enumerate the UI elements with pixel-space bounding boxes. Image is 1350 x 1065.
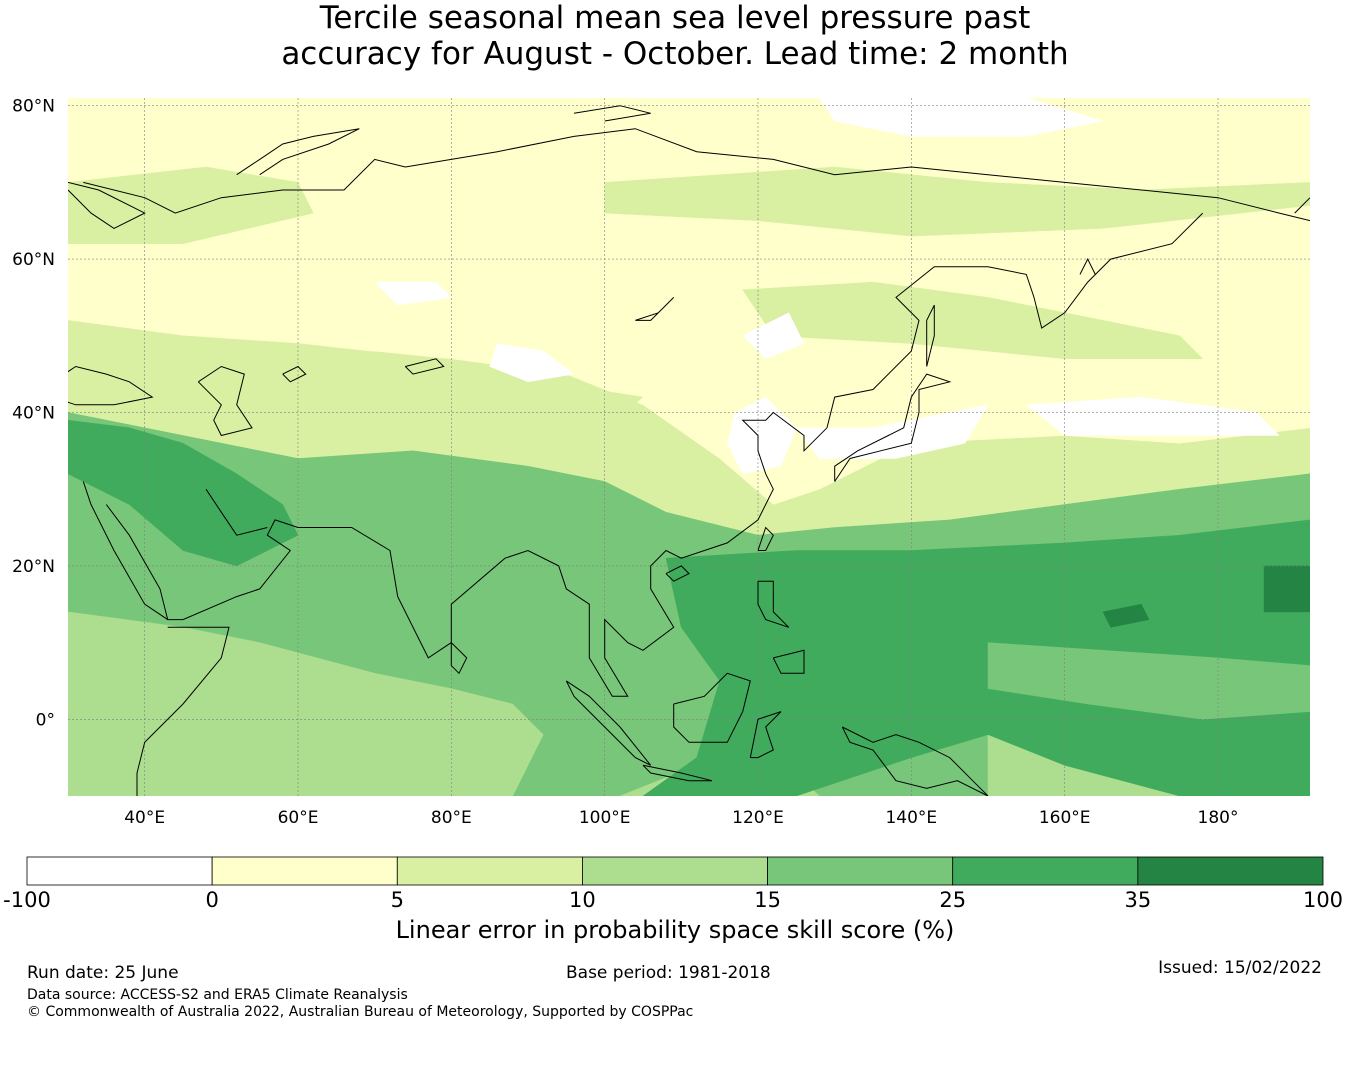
copyright: © Commonwealth of Australia 2022, Austra…	[27, 1004, 694, 1020]
coastline-3	[82, 212, 1204, 697]
coastline-20	[68, 365, 154, 406]
lat-tick-label: 20°N	[12, 557, 55, 577]
colorbar-tick-label: 0	[205, 888, 218, 912]
coastline-22	[404, 358, 445, 375]
lat-tick-label: 40°N	[12, 403, 55, 423]
colorbar-segment-3	[582, 856, 768, 886]
lon-tick-label: 80°E	[431, 808, 472, 828]
colorbar-segment-6	[1137, 856, 1324, 886]
coastline-2	[573, 105, 651, 122]
coastline-5	[205, 488, 268, 536]
coastline-12	[757, 580, 790, 628]
coastline-24	[1079, 257, 1096, 275]
lat-tick-label: 80°N	[12, 97, 55, 117]
coastline-11	[665, 565, 690, 582]
lon-tick-label: 140°E	[885, 808, 937, 828]
colorbar-tick-label: -100	[3, 888, 51, 912]
colorbar-segment-1	[211, 856, 398, 886]
skill-region-21	[987, 642, 1310, 720]
coastline-23	[635, 297, 675, 321]
lon-tick-label: 160°E	[1039, 808, 1091, 828]
skill-region-10	[489, 343, 575, 383]
coastline-14	[673, 672, 751, 743]
coastline-19	[197, 365, 253, 437]
lon-tick-label: 100°E	[579, 808, 631, 828]
colorbar-tick-label: 100	[1303, 888, 1343, 912]
colorbar-tick-label: 35	[1124, 888, 1151, 912]
data-source: Data source: ACCESS-S2 and ERA5 Climate …	[27, 987, 408, 1003]
run-date: Run date: 25 June	[27, 963, 179, 983]
coastline-10	[757, 526, 774, 551]
skill-region-8	[795, 404, 989, 459]
issued-date: Issued: 15/02/2022	[1158, 958, 1322, 978]
colorbar-segment-5	[952, 856, 1139, 886]
coastline-7	[450, 642, 468, 675]
skill-region-17	[642, 519, 1310, 796]
colorbar-segment-4	[767, 856, 954, 886]
coastline-26	[1294, 197, 1310, 214]
coastline-1	[236, 128, 360, 176]
colorbar-tick-label: 15	[754, 888, 781, 912]
coastline-13	[772, 649, 805, 674]
map-area	[68, 98, 1310, 796]
skill-region-19	[1263, 565, 1310, 613]
colorbar-tick-label: 25	[939, 888, 966, 912]
base-period: Base period: 1981-2018	[566, 963, 771, 983]
coastline-15	[565, 680, 652, 766]
lat-tick-label: 0°	[36, 710, 55, 730]
lon-tick-label: 180°	[1198, 808, 1239, 828]
colorbar-segment-0	[26, 856, 213, 886]
lon-tick-label: 40°E	[124, 808, 165, 828]
colorbar-segment-2	[396, 856, 583, 886]
colorbar-tick-label: 5	[391, 888, 404, 912]
lon-tick-label: 60°E	[278, 808, 319, 828]
skill-region-12	[374, 281, 452, 306]
skill-score-map: 80°N 60°N 40°N 20°N 0° 40°E 60°E 80°E 100°E 120°E…	[3, 97, 1343, 912]
chart-title-line2: accuracy for August - October. Lead time…	[281, 36, 1069, 72]
skill-region-2	[604, 166, 1310, 237]
coastline-17	[749, 711, 782, 759]
coastline-16	[642, 764, 713, 782]
skill-region-6	[818, 98, 1104, 137]
coastline-25	[68, 181, 146, 229]
lon-tick-label: 120°E	[732, 808, 784, 828]
skill-region-3	[68, 166, 314, 244]
chart-title-line1: Tercile seasonal mean sea level pressure…	[319, 0, 1031, 36]
coastline-0	[83, 128, 1310, 222]
skill-region-14	[68, 611, 544, 796]
coastline-6	[136, 626, 230, 796]
coastline-4	[105, 504, 169, 620]
skill-region-5	[68, 320, 644, 429]
skill-region-4	[742, 281, 1204, 360]
colorbar-tick-label: 10	[569, 888, 596, 912]
lat-tick-label: 60°N	[12, 250, 55, 270]
skill-region-20	[1102, 603, 1150, 628]
coastline-9	[926, 304, 935, 367]
coastline-18	[841, 726, 989, 796]
coastline-8	[834, 373, 952, 482]
colorbar-label: Linear error in probability space skill …	[395, 916, 955, 944]
coastline-21	[282, 365, 307, 383]
